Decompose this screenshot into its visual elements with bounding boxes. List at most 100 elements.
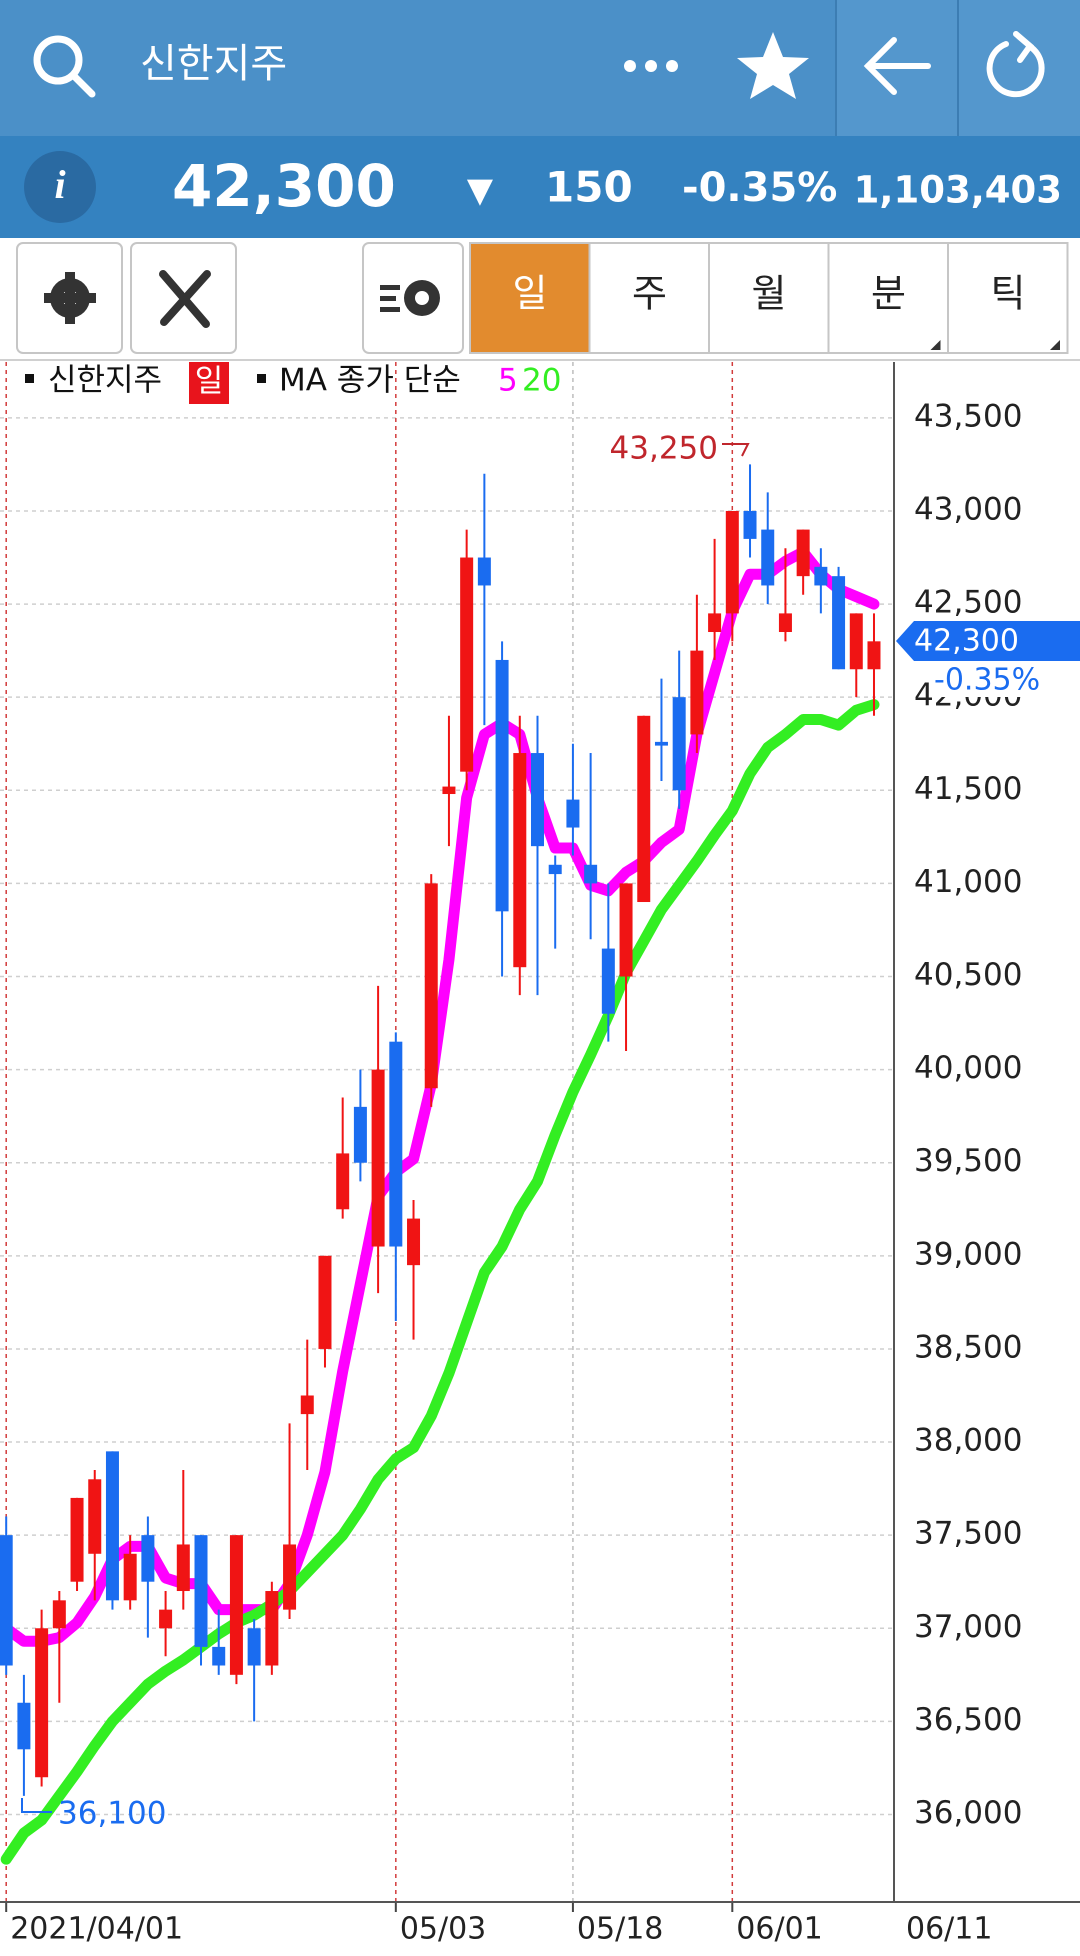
date-box — [896, 1904, 1080, 1956]
candle-body — [619, 883, 633, 977]
tab-corner — [1050, 340, 1060, 350]
price-tag-label: 42,300 — [914, 624, 1019, 659]
tab-label: 주 — [632, 272, 667, 316]
legend-ma: MA 종가 단순 — [279, 363, 461, 399]
chart: 36,000 36,500 37,000 37,500 38,000 38,500 39,0… — [0, 362, 1080, 1956]
candle-body — [566, 799, 580, 828]
y-tick-label: 42,500 — [914, 585, 1022, 621]
candle-body — [601, 948, 615, 1014]
tab-corner — [930, 340, 941, 350]
candle-body — [159, 1609, 173, 1629]
candle-body — [690, 650, 704, 735]
candle-body — [17, 1702, 31, 1750]
info-button[interactable] — [24, 151, 96, 223]
tools-icon — [159, 270, 211, 328]
min-label: 36,100 — [58, 1796, 166, 1832]
candle-body — [761, 529, 775, 586]
candle-body — [654, 741, 668, 746]
candle-body — [0, 1535, 13, 1666]
candle-body — [725, 510, 739, 614]
candle-body — [194, 1535, 208, 1647]
x-tick-label: 05/18 — [577, 1912, 663, 1947]
max-arrow — [722, 443, 750, 457]
candle-body — [407, 1218, 421, 1266]
legend-period: 일 — [195, 364, 224, 400]
info-icon: i — [54, 162, 65, 207]
candle-body — [52, 1600, 66, 1629]
max-label: 43,250 — [610, 431, 718, 467]
candle-body — [495, 659, 509, 912]
legend-period-box — [189, 362, 229, 404]
tab-label: 일 — [513, 272, 548, 316]
change: 150 — [545, 163, 633, 212]
price-tag-pct: -0.35% — [934, 663, 1040, 698]
y-tick-label: 38,000 — [914, 1423, 1022, 1459]
y-tick-label: 37,000 — [914, 1609, 1022, 1645]
legend-marker — [257, 374, 266, 383]
candle-body — [672, 697, 686, 791]
legend-ma-period: 5 — [498, 363, 518, 399]
last-date: 06/11 — [906, 1912, 992, 1947]
refresh-button[interactable] — [986, 31, 1045, 98]
y-tick-label: 41,500 — [914, 771, 1022, 807]
candle-body — [442, 786, 456, 795]
stock-title[interactable]: 신한지주 — [140, 41, 287, 87]
y-tick-label: 40,000 — [914, 1050, 1022, 1086]
candle-body — [796, 529, 810, 577]
candle-body — [424, 883, 438, 1089]
candle-body — [477, 557, 491, 586]
price-tag — [896, 621, 1080, 661]
candle-body — [318, 1255, 332, 1349]
x-tick-label: 2021/04/01 — [10, 1912, 183, 1947]
y-tick-label: 38,500 — [914, 1329, 1022, 1365]
candle-body — [530, 753, 544, 847]
quote-bar — [0, 136, 1080, 238]
y-tick-label: 43,500 — [914, 398, 1022, 434]
tab-label: 월 — [752, 272, 787, 316]
tab[interactable] — [708, 242, 830, 354]
y-tick-label: 39,500 — [914, 1143, 1022, 1179]
candle-body — [849, 613, 863, 670]
tab[interactable] — [469, 242, 591, 354]
candle-body — [247, 1628, 261, 1666]
candle-body — [35, 1628, 49, 1778]
candle-body — [353, 1106, 367, 1163]
candle-body — [778, 613, 792, 633]
more-button[interactable] — [624, 60, 678, 72]
x-tick-label: 06/01 — [736, 1912, 822, 1947]
legend-marker — [25, 374, 34, 383]
candle-body — [88, 1479, 102, 1554]
tab[interactable] — [947, 242, 1069, 354]
y-tick-label: 43,000 — [914, 491, 1022, 527]
back-button[interactable] — [863, 37, 931, 95]
ma-lines — [0, 546, 880, 1865]
min-arrow — [21, 1798, 52, 1813]
candle-body — [460, 557, 474, 772]
candle-body — [637, 715, 651, 903]
indicator-icon — [380, 280, 440, 316]
price: 42,300 — [172, 152, 396, 220]
change-arrow: ▼ — [467, 171, 494, 211]
candle-body — [105, 1451, 119, 1601]
search-button[interactable] — [33, 35, 96, 98]
favorite-button[interactable] — [737, 32, 809, 99]
change-pct: -0.35% — [682, 165, 837, 211]
volume: 1,103,403 — [854, 169, 1062, 212]
y-tick-label: 37,500 — [914, 1516, 1022, 1552]
candle-body — [283, 1544, 297, 1610]
candle-body — [513, 753, 527, 968]
legend-stock: 신한지주 — [48, 363, 162, 399]
candle-body — [371, 1069, 385, 1247]
candle-body — [389, 1041, 403, 1247]
y-tick-label: 41,000 — [914, 864, 1022, 900]
y-tick-label: 36,500 — [914, 1702, 1022, 1738]
candle-body — [832, 576, 846, 670]
y-tick-label: 39,000 — [914, 1236, 1022, 1272]
ma-line — [0, 699, 880, 1865]
candle-body — [336, 1153, 350, 1210]
candle-body — [743, 510, 757, 539]
candle-body — [141, 1535, 155, 1582]
